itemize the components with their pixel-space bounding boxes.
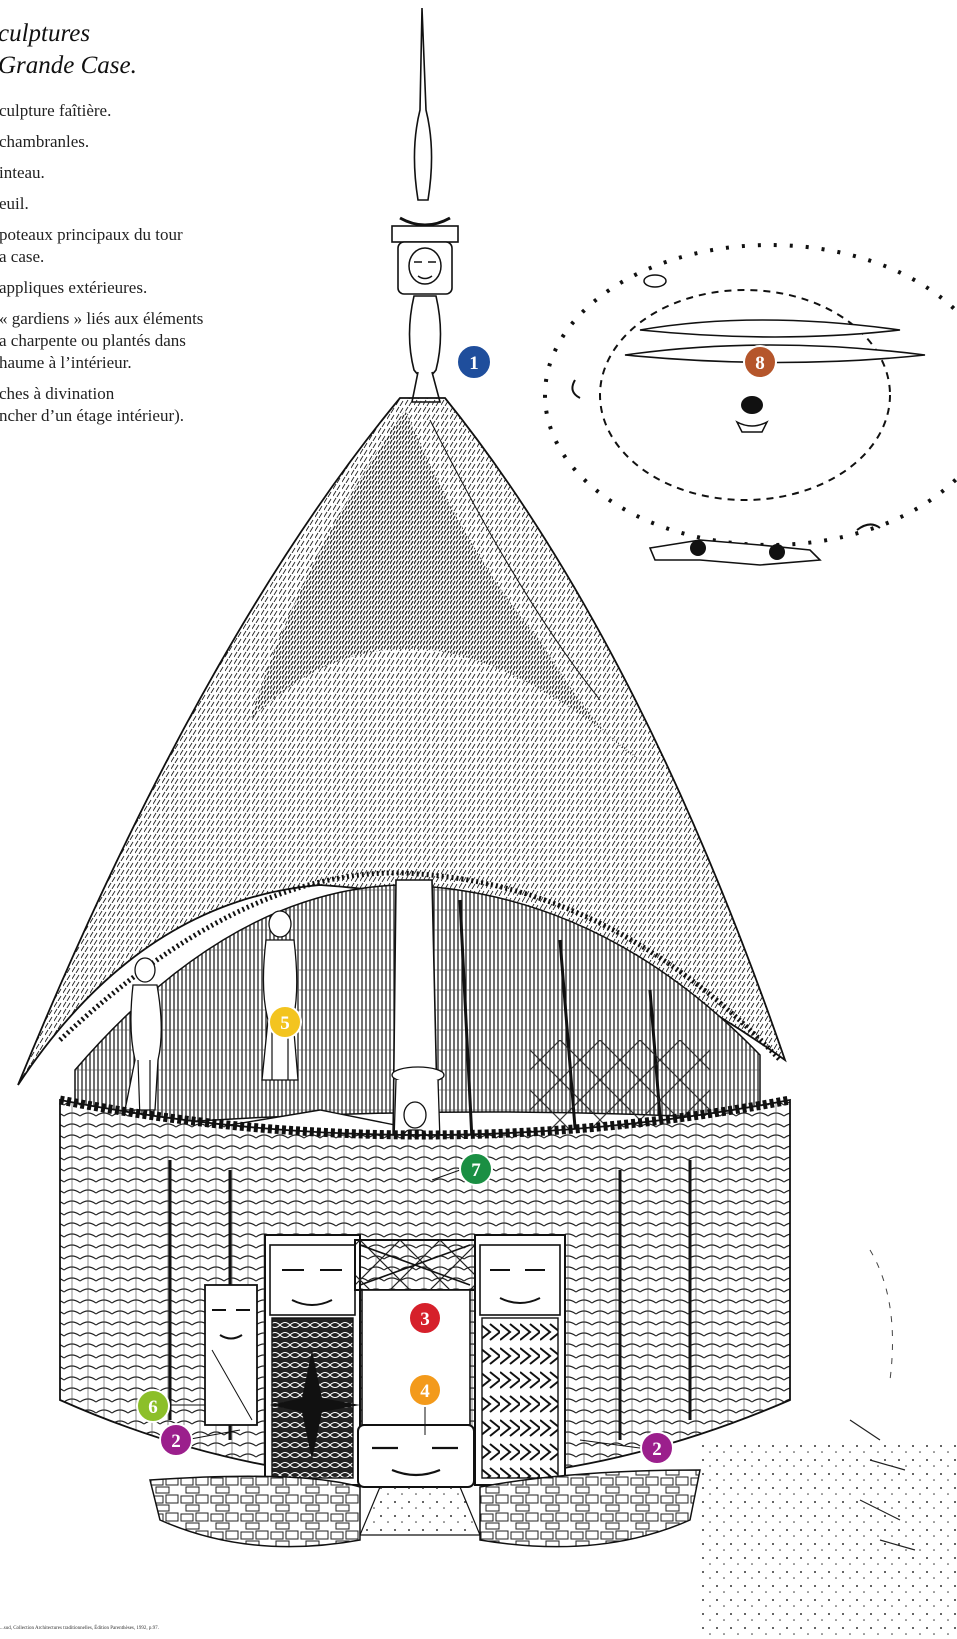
- rooftop-sculpture: [391, 7, 459, 403]
- marker-3: 3: [408, 1301, 442, 1335]
- svg-text:5: 5: [280, 1013, 290, 1034]
- guardian-figure-left: [124, 957, 162, 1121]
- image-credit: ...sud, Collection Architectures traditi…: [0, 1626, 159, 1631]
- marker-2-right: 2: [640, 1431, 674, 1465]
- legend-item-3: inteau.: [0, 163, 45, 182]
- marker-2-left: 2: [159, 1423, 193, 1457]
- legend-item-5: poteaux principaux du tour a case.: [0, 225, 183, 266]
- title-line-1: culptures: [0, 20, 91, 47]
- marker-5: 5: [268, 1005, 302, 1039]
- svg-text:8: 8: [755, 353, 765, 374]
- svg-text:3: 3: [420, 1309, 430, 1330]
- marker-7: 7: [459, 1152, 493, 1186]
- door-threshold: [357, 1424, 481, 1536]
- leader-lines: [163, 1169, 641, 1449]
- legend-item-1: culpture faîtière.: [0, 101, 112, 120]
- legend-item-2: chambranles.: [0, 132, 90, 151]
- stone-paving: [149, 1469, 701, 1548]
- svg-text:2: 2: [652, 1439, 662, 1460]
- diagram-title: culptures Grande Case.: [0, 18, 137, 82]
- marker-6: 6: [136, 1389, 170, 1423]
- marker-8: 8: [743, 345, 777, 379]
- title-line-2: Grande Case.: [0, 52, 137, 79]
- door-jamb-left: [264, 1234, 361, 1486]
- thatched-roof: [17, 397, 787, 1086]
- marker-1: 1: [456, 344, 492, 380]
- svg-text:7: 7: [471, 1160, 481, 1181]
- svg-text:4: 4: [420, 1381, 430, 1402]
- svg-text:2: 2: [171, 1431, 181, 1452]
- door-lintel: [354, 1239, 476, 1291]
- side-applique-left: [204, 1284, 258, 1426]
- legend-item-4: euil.: [0, 194, 29, 213]
- door-jamb-right: [474, 1234, 566, 1486]
- marker-4: 4: [408, 1373, 442, 1407]
- markers: 1 2 2 3 4 5 6: [136, 344, 777, 1465]
- ground-texture: [700, 1249, 957, 1639]
- svg-text:1: 1: [469, 353, 479, 374]
- legend: culpture faîtière. chambranles. inteau. …: [0, 100, 289, 436]
- legend-item-8: ches à divination ncher d’un étage intér…: [0, 384, 185, 425]
- svg-text:6: 6: [148, 1397, 158, 1418]
- floor-plan: [543, 243, 957, 566]
- legend-item-7: « gardiens » liés aux éléments a charpen…: [0, 309, 204, 372]
- legend-item-6: appliques extérieures.: [0, 278, 148, 297]
